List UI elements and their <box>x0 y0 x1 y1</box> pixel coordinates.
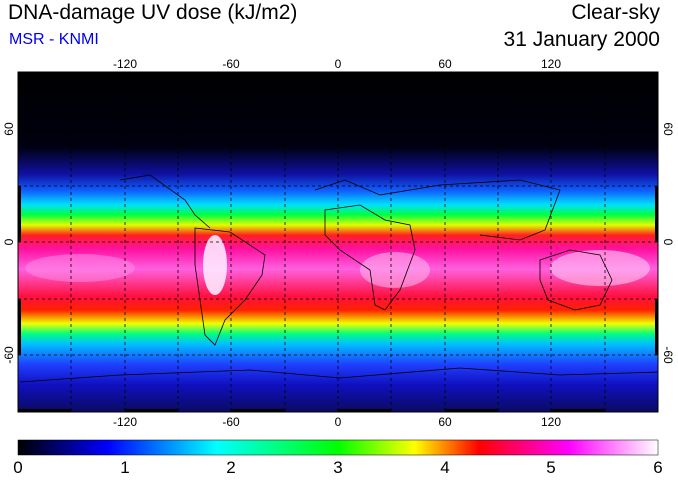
lon-tick-top: 60 <box>438 57 452 71</box>
lat-tick-left: 0 <box>2 238 16 246</box>
lon-tick-bottom: 0 <box>334 415 342 429</box>
lat-tick-left: -60 <box>2 346 16 364</box>
lon-tick-bottom: 60 <box>438 415 452 429</box>
lat-tick-right: 0 <box>661 238 675 246</box>
colorbar-label: 0 <box>13 458 23 477</box>
lon-tick-bottom: -120 <box>112 415 138 429</box>
lon-tick-top: 0 <box>334 57 342 71</box>
lon-tick-top: -60 <box>222 57 240 71</box>
lat-tick-left: 60 <box>2 122 16 136</box>
colorbar <box>17 439 659 456</box>
lon-tick-bottom: 120 <box>540 415 562 429</box>
lat-tick-right: 60 <box>661 122 675 136</box>
colorbar-label: 5 <box>546 458 556 477</box>
credit-label: MSR - KNMI <box>9 31 99 48</box>
lat-tick-right: -60 <box>661 346 675 364</box>
sky-condition-label: Clear-sky <box>571 1 660 24</box>
lon-tick-top: 120 <box>540 57 562 71</box>
colorbar-label: 1 <box>120 458 130 477</box>
colorbar-label: 3 <box>333 458 343 477</box>
lon-tick-top: -120 <box>112 57 138 71</box>
colorbar-label: 6 <box>653 458 663 477</box>
colorbar-label: 2 <box>226 458 236 477</box>
map-title: DNA-damage UV dose (kJ/m2) <box>8 1 298 24</box>
colorbar-label: 4 <box>440 458 450 477</box>
lon-tick-bottom: -60 <box>222 415 240 429</box>
date-label: 31 January 2000 <box>503 28 660 51</box>
